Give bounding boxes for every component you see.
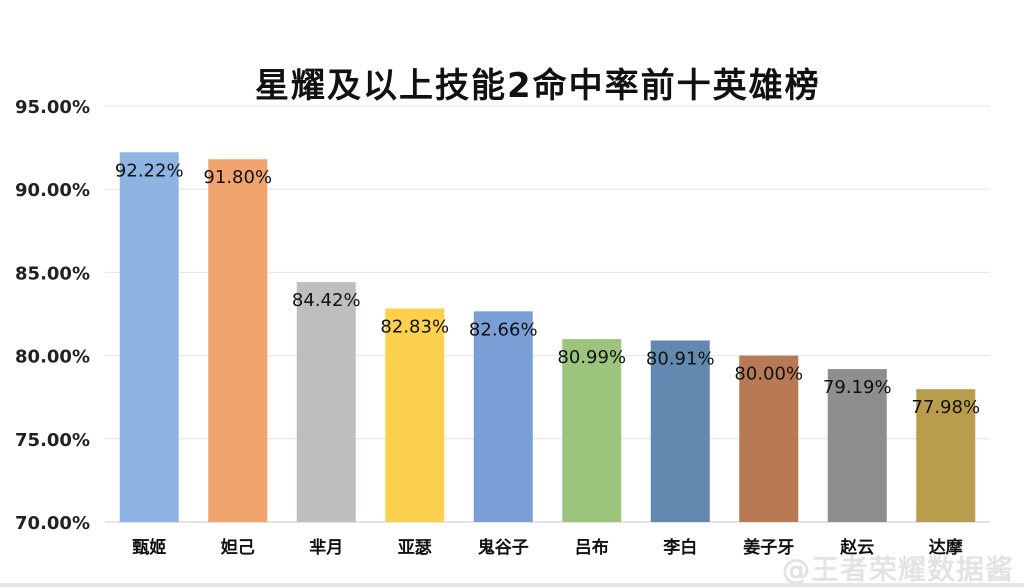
data-label: 80.91% [646,348,715,369]
bar [916,389,976,522]
y-tick-label: 70.00% [15,513,90,534]
bar [739,355,799,522]
data-label: 82.66% [469,319,538,340]
data-label: 79.19% [823,377,892,398]
bar [208,159,268,523]
x-tick-label: 赵云 [839,537,874,558]
chart-title: 星耀及以上技能2命中率前十英雄榜 [255,66,821,106]
bar [562,339,622,522]
data-label: 92.22% [115,160,184,181]
x-tick-label: 妲己 [221,537,255,558]
x-tick-label: 芈月 [309,538,343,558]
y-tick-label: 85.00% [15,263,90,284]
y-tick-label: 80.00% [15,347,90,368]
bar [827,369,887,522]
bar [473,311,533,522]
bar [296,282,356,522]
x-tick-label: 甄姬 [132,537,166,558]
data-label: 91.80% [203,167,272,188]
x-tick-label: 亚瑟 [398,538,432,558]
y-tick-label: 75.00% [15,430,90,451]
x-tick-label: 李白 [663,537,697,558]
bottom-border [0,583,1024,587]
data-label: 80.99% [557,347,626,368]
data-label: 82.83% [380,317,449,338]
data-label: 80.00% [734,364,803,385]
y-tick-label: 90.00% [15,180,90,201]
data-label: 77.98% [911,397,980,418]
x-tick-label: 姜子牙 [743,537,794,558]
x-tick-label: 吕布 [575,537,609,558]
data-label: 84.42% [292,290,361,311]
x-tick-label: 达摩 [929,537,963,558]
bar [385,308,445,522]
x-tick-label: 鬼谷子 [478,537,529,558]
bar [119,152,179,522]
watermark: @王者荣耀数据酱 [781,553,1014,586]
y-tick-label: 95.00% [15,97,90,118]
bar [650,340,710,522]
